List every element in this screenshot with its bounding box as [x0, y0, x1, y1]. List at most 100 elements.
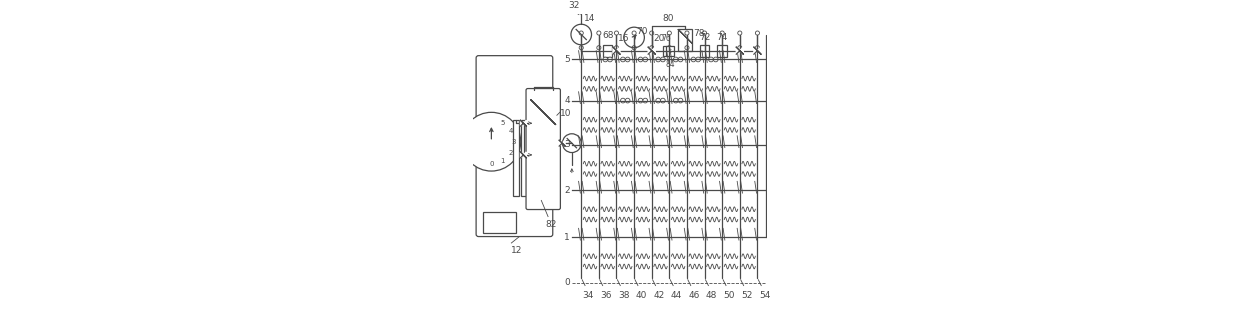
Text: 2: 2 — [564, 186, 570, 195]
Circle shape — [684, 46, 689, 50]
Circle shape — [596, 46, 601, 50]
FancyBboxPatch shape — [526, 89, 560, 210]
Text: 3: 3 — [511, 139, 516, 145]
Text: 4: 4 — [508, 128, 512, 134]
Bar — [666, 45, 675, 56]
Circle shape — [738, 31, 742, 35]
Text: 54: 54 — [759, 291, 770, 300]
Bar — [604, 45, 613, 57]
Polygon shape — [523, 152, 526, 158]
Text: 36: 36 — [600, 291, 611, 300]
Circle shape — [639, 57, 642, 62]
Text: t: t — [668, 48, 672, 54]
Text: 3: 3 — [564, 140, 570, 149]
Circle shape — [738, 46, 742, 50]
Text: 40: 40 — [636, 291, 647, 300]
Circle shape — [632, 46, 636, 50]
Circle shape — [755, 31, 759, 35]
Text: 32: 32 — [568, 1, 579, 10]
Circle shape — [625, 98, 630, 103]
Text: 34: 34 — [583, 291, 594, 300]
Bar — [521, 120, 527, 196]
Circle shape — [656, 57, 661, 62]
Bar — [482, 212, 516, 233]
Text: 78: 78 — [693, 29, 706, 38]
Circle shape — [673, 98, 678, 103]
Text: 46: 46 — [688, 291, 699, 300]
Bar — [531, 100, 556, 149]
Circle shape — [678, 98, 683, 103]
Circle shape — [642, 57, 647, 62]
Polygon shape — [521, 152, 523, 158]
Circle shape — [755, 46, 759, 50]
Polygon shape — [613, 47, 616, 54]
Circle shape — [650, 46, 653, 50]
Circle shape — [720, 46, 724, 50]
Polygon shape — [740, 47, 743, 54]
Text: 70: 70 — [636, 27, 649, 36]
Circle shape — [691, 57, 696, 62]
Circle shape — [661, 98, 665, 103]
Text: 82: 82 — [546, 219, 557, 229]
Text: 48: 48 — [706, 291, 718, 300]
Circle shape — [667, 46, 671, 50]
Polygon shape — [559, 140, 562, 146]
Polygon shape — [523, 120, 526, 126]
Circle shape — [678, 57, 683, 62]
Circle shape — [632, 31, 636, 35]
Circle shape — [720, 31, 724, 35]
Text: 0: 0 — [564, 278, 570, 287]
Text: 76: 76 — [662, 34, 672, 43]
Circle shape — [625, 57, 630, 62]
Text: 0: 0 — [489, 161, 494, 167]
Circle shape — [620, 57, 625, 62]
Polygon shape — [616, 47, 620, 54]
Circle shape — [703, 31, 707, 35]
Text: 50: 50 — [724, 291, 735, 300]
Circle shape — [642, 98, 647, 103]
Text: 1: 1 — [564, 233, 570, 242]
Text: 12: 12 — [511, 246, 523, 255]
FancyBboxPatch shape — [476, 56, 553, 237]
Polygon shape — [649, 47, 652, 54]
Bar — [678, 29, 692, 51]
Circle shape — [667, 31, 671, 35]
Polygon shape — [562, 140, 565, 146]
Text: 42: 42 — [653, 291, 665, 300]
Polygon shape — [652, 47, 655, 54]
Bar — [662, 45, 671, 56]
Circle shape — [603, 57, 608, 62]
Text: 52: 52 — [742, 291, 753, 300]
Polygon shape — [737, 47, 740, 54]
Text: 1: 1 — [500, 158, 505, 164]
Text: 80: 80 — [662, 14, 675, 23]
Bar — [531, 197, 556, 203]
Circle shape — [596, 31, 601, 35]
Circle shape — [661, 57, 665, 62]
Circle shape — [579, 46, 583, 50]
Text: 16: 16 — [618, 34, 630, 43]
Text: 44: 44 — [671, 291, 682, 300]
Circle shape — [709, 57, 713, 62]
Bar — [718, 45, 727, 57]
Text: 84: 84 — [666, 60, 675, 69]
Polygon shape — [754, 47, 758, 54]
Polygon shape — [521, 120, 523, 126]
Circle shape — [656, 98, 661, 103]
Text: 38: 38 — [618, 291, 630, 300]
Text: 20: 20 — [653, 34, 665, 43]
Circle shape — [608, 57, 613, 62]
Text: 10: 10 — [559, 109, 572, 118]
Circle shape — [650, 31, 653, 35]
Circle shape — [684, 31, 689, 35]
Circle shape — [463, 112, 521, 171]
Circle shape — [579, 31, 583, 35]
Text: 4: 4 — [564, 96, 570, 105]
Circle shape — [713, 57, 718, 62]
Bar — [513, 120, 520, 196]
Text: 74: 74 — [717, 33, 728, 42]
Circle shape — [615, 46, 619, 50]
Circle shape — [615, 31, 619, 35]
Circle shape — [620, 98, 625, 103]
Text: 2: 2 — [508, 150, 512, 156]
